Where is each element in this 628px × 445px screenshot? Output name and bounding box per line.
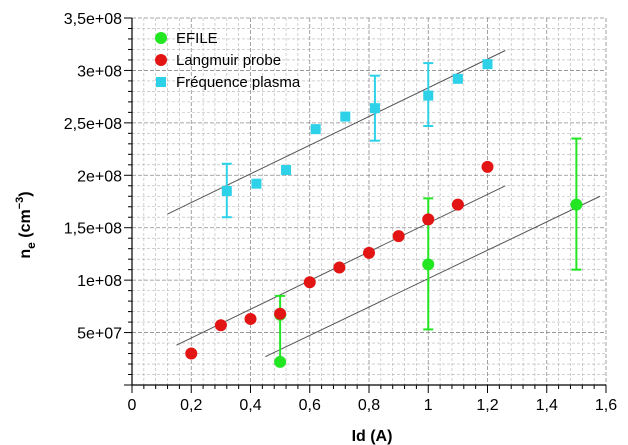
data-point [274, 355, 287, 368]
legend-swatch [155, 54, 167, 66]
legend-swatch [155, 32, 167, 44]
legend-label: Langmuir probe [176, 52, 281, 69]
data-point [452, 73, 463, 84]
x-tick-label: 0,6 [299, 397, 321, 414]
data-point [244, 312, 257, 325]
y-axis-label-main: n [17, 249, 34, 259]
y-tick-label: 2e+08 [77, 168, 122, 185]
data-point [221, 186, 232, 197]
fit-line [265, 195, 601, 358]
data-point [482, 59, 493, 70]
legend: EFILE Langmuir probe Fréquence plasma [155, 30, 301, 91]
x-tick-label: 1 [424, 397, 433, 414]
data-point [310, 124, 321, 135]
data-point [281, 165, 292, 176]
axes [124, 17, 607, 393]
data-point [423, 90, 434, 101]
legend-swatch [156, 77, 166, 87]
x-axis-label: Id (A) [352, 428, 393, 445]
x-tick-label: 0,2 [180, 397, 202, 414]
x-tick-label: 0 [128, 397, 137, 414]
data-point [303, 276, 316, 289]
y-axis-label-sub: e [24, 242, 38, 249]
y-tick-label: 5e+07 [77, 326, 122, 343]
tick-labels: 0 0,2 0,4 0,6 0,8 1 1,2 1,4 1,6 5e+07 1e+08 1,5e+08… [64, 11, 618, 414]
data-point [570, 198, 583, 211]
data-point [214, 319, 227, 332]
y-tick-label: 3e+08 [77, 63, 122, 80]
legend-label: EFILE [176, 30, 218, 47]
data-point [363, 246, 375, 259]
x-tick-label: 0,4 [239, 397, 261, 414]
data-point [333, 261, 346, 274]
x-tick-label: 1,6 [595, 397, 617, 414]
y-axis-label-unit: (cm [17, 209, 34, 242]
data-point [481, 160, 494, 173]
y-tick-label: 1e+08 [77, 273, 122, 290]
x-tick-label: 1,4 [536, 397, 558, 414]
y-tick-label: 3,5e+08 [64, 11, 122, 28]
data-point [369, 103, 380, 114]
data-point [340, 111, 351, 122]
data-point [274, 307, 287, 320]
y-tick-label: 1,5e+08 [64, 221, 122, 238]
y-axis-label-unit-close: ) [17, 191, 34, 196]
x-tick-label: 0,8 [358, 397, 380, 414]
data-point [451, 198, 464, 211]
data-point [251, 178, 262, 189]
y-axis-label-unit-sup: −3 [14, 197, 26, 210]
data-point [392, 230, 405, 243]
data-point [185, 347, 198, 360]
data-point [422, 213, 435, 226]
x-tick-label: 1,2 [476, 397, 498, 414]
data-point [422, 258, 435, 271]
y-tick-label: 2,5e+08 [64, 116, 122, 133]
legend-label: Fréquence plasma [176, 74, 301, 91]
data-markers [185, 59, 583, 368]
y-axis-label: ne (cm−3) [14, 191, 38, 258]
